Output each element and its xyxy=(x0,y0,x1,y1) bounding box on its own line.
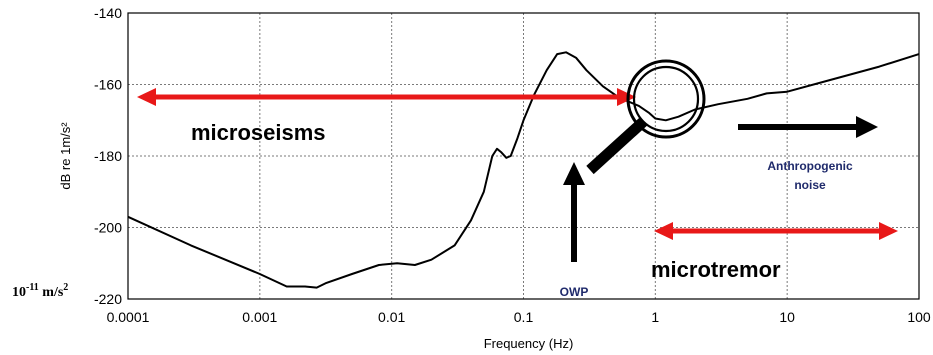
reference-level-unit: m/s xyxy=(39,285,64,300)
x-tick-label: 10 xyxy=(779,309,795,325)
x-tick-label: 0.0001 xyxy=(107,309,150,325)
y-tick-label: -220 xyxy=(94,291,122,307)
annotations: microseisms microtremor Anthropogenic no… xyxy=(12,59,898,300)
reference-level-label: 10-11 m/s2 xyxy=(12,282,68,300)
y-tick-label: -200 xyxy=(94,220,122,236)
anthropogenic-arrow xyxy=(738,116,878,138)
microseisms-label: microseisms xyxy=(191,120,326,145)
anthropogenic-label-line1: Anthropogenic xyxy=(767,159,853,173)
microseisms-range-arrow xyxy=(137,88,636,106)
y-axis-ticks: -140 -160 -180 -200 -220 xyxy=(94,5,122,307)
microtremor-label: microtremor xyxy=(651,257,781,282)
x-axis-label: Frequency (Hz) xyxy=(484,336,574,351)
anthropogenic-label-line2: noise xyxy=(794,178,826,192)
x-tick-label: 0.01 xyxy=(378,309,405,325)
reference-level-exponent: -11 xyxy=(26,282,39,293)
y-tick-label: -160 xyxy=(94,77,122,93)
grid xyxy=(128,13,919,299)
x-tick-label: 1 xyxy=(651,309,659,325)
reference-level-base: 10 xyxy=(12,285,26,300)
psd-series-line xyxy=(127,51,920,289)
y-axis-label: dB re 1m/s² xyxy=(58,122,73,190)
plot-area-frame xyxy=(127,12,920,300)
y-tick-label: -140 xyxy=(94,5,122,21)
x-axis-ticks: 0.0001 0.001 0.01 0.1 1 10 100 xyxy=(107,309,931,325)
x-tick-label: 0.1 xyxy=(514,309,534,325)
reference-level-unit-exponent: 2 xyxy=(63,282,68,293)
y-tick-label: -180 xyxy=(94,148,122,164)
owp-label: OWP xyxy=(560,285,589,299)
x-tick-label: 100 xyxy=(907,309,931,325)
microtremor-range-arrow xyxy=(654,222,898,240)
x-tick-label: 0.001 xyxy=(242,309,277,325)
magnifier-icon xyxy=(586,59,706,175)
owp-arrow xyxy=(563,162,585,262)
